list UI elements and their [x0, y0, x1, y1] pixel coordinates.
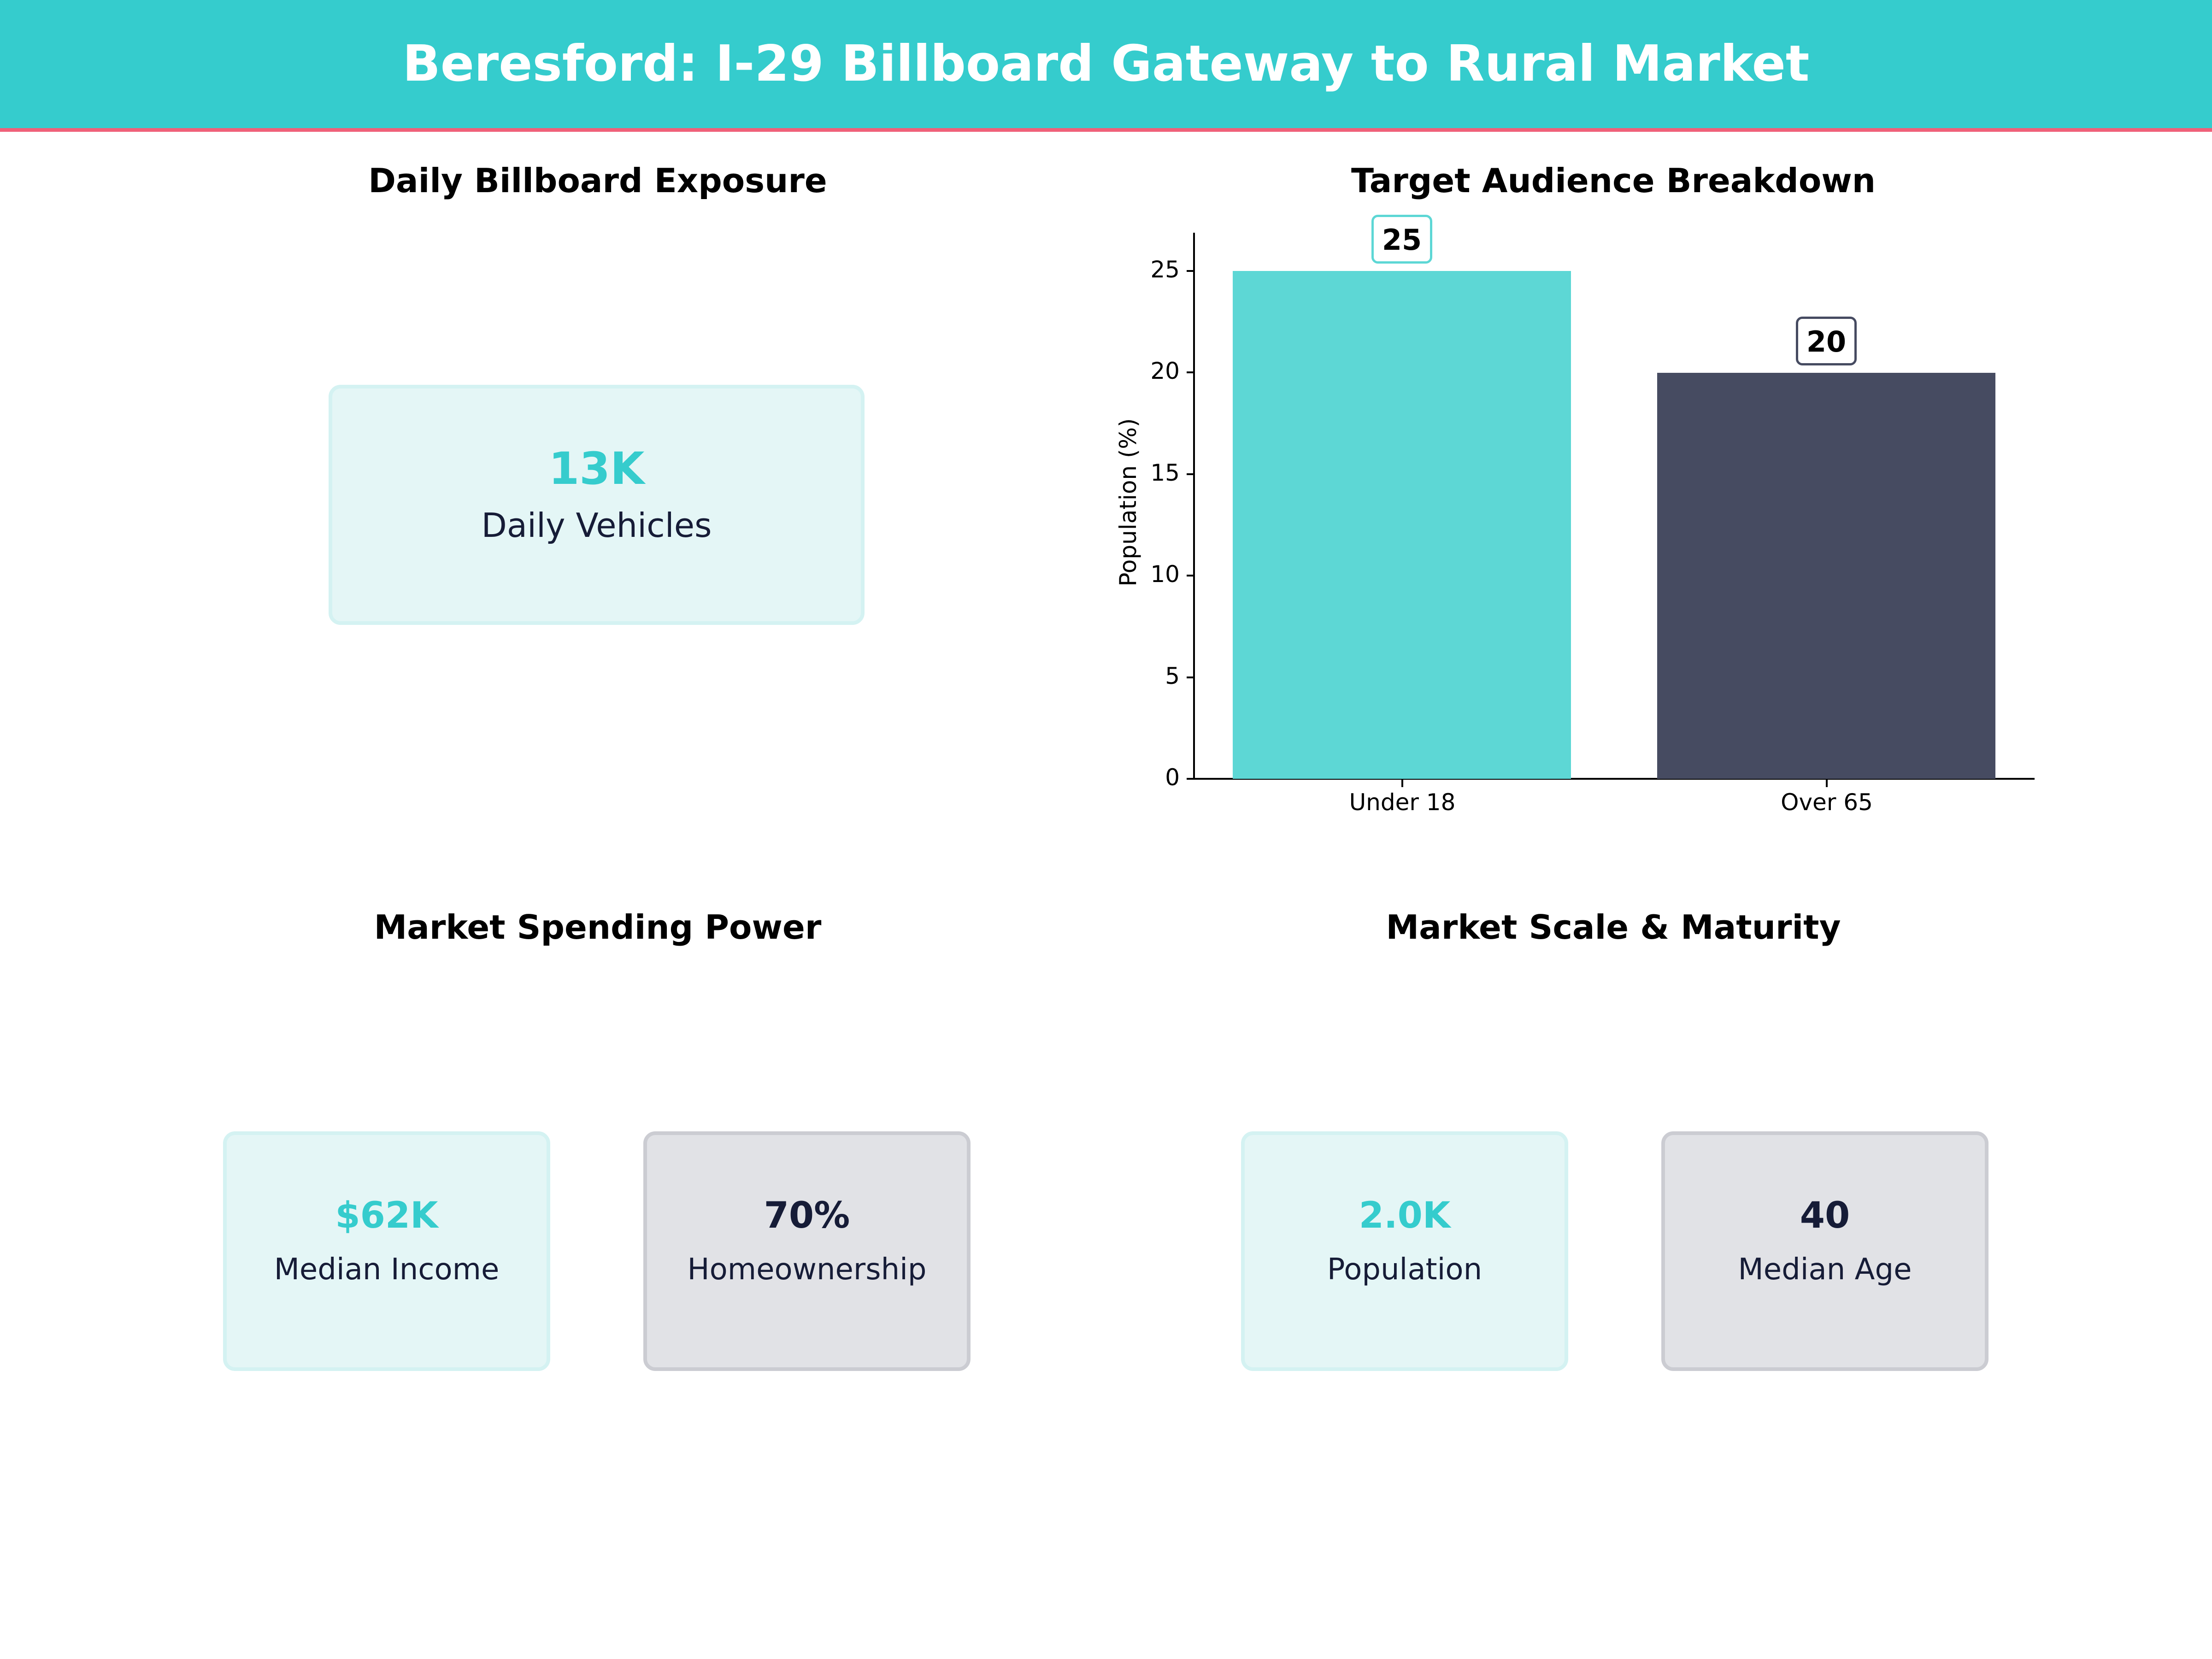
kpi-value: $62K: [335, 1195, 438, 1236]
kpi-value: 70%: [764, 1195, 850, 1236]
y-tick: [1187, 270, 1194, 272]
y-axis-line: [1193, 233, 1195, 780]
kpi-label: Median Age: [1738, 1253, 1912, 1287]
x-axis-line: [1193, 778, 2035, 780]
panel-title-audience: Target Audience Breakdown: [1351, 161, 1876, 200]
page-title: Beresford: I-29 Billboard Gateway to Rur…: [402, 35, 1810, 93]
y-tick: [1187, 778, 1194, 780]
x-tick-label-over-65: Over 65: [1781, 789, 1873, 816]
kpi-card-homeownership: 70% Homeownership: [643, 1131, 971, 1371]
y-tick-label: 5: [1165, 662, 1180, 689]
panel-title-scale: Market Scale & Maturity: [1386, 908, 1841, 947]
bar-over-65: [1657, 373, 1995, 779]
kpi-value: 40: [1800, 1195, 1850, 1236]
y-tick-label: 15: [1150, 459, 1180, 486]
y-tick-label: 0: [1165, 764, 1180, 791]
kpi-label: Median Income: [274, 1253, 500, 1287]
kpi-value: 2.0K: [1359, 1195, 1451, 1236]
kpi-value: 13K: [548, 443, 645, 494]
y-tick-label: 25: [1150, 256, 1180, 283]
kpi-card-population: 2.0K Population: [1241, 1131, 1568, 1371]
y-tick-label: 10: [1150, 561, 1180, 588]
bar-value-label-over-65: 20: [1796, 317, 1857, 365]
kpi-card-daily-vehicles: 13K Daily Vehicles: [329, 385, 865, 625]
x-tick-label-under-18: Under 18: [1349, 789, 1456, 816]
bar-value-label-under-18: 25: [1371, 215, 1432, 264]
header-bar: [0, 0, 2212, 128]
y-tick-label: 20: [1150, 358, 1180, 385]
kpi-label: Homeownership: [687, 1253, 927, 1287]
kpi-card-median-income: $62K Median Income: [223, 1131, 550, 1371]
x-tick: [1826, 780, 1828, 787]
y-tick: [1187, 371, 1194, 374]
y-tick: [1187, 676, 1194, 678]
x-tick: [1401, 780, 1403, 787]
panel-title-spending: Market Spending Power: [374, 908, 822, 947]
kpi-card-median-age: 40 Median Age: [1661, 1131, 1988, 1371]
y-tick: [1187, 575, 1194, 577]
y-tick: [1187, 473, 1194, 475]
kpi-label: Daily Vehicles: [481, 506, 712, 545]
kpi-label: Population: [1327, 1253, 1483, 1287]
header-accent-line: [0, 128, 2212, 132]
panel-title-exposure: Daily Billboard Exposure: [368, 161, 827, 200]
bar-under-18: [1233, 271, 1571, 779]
